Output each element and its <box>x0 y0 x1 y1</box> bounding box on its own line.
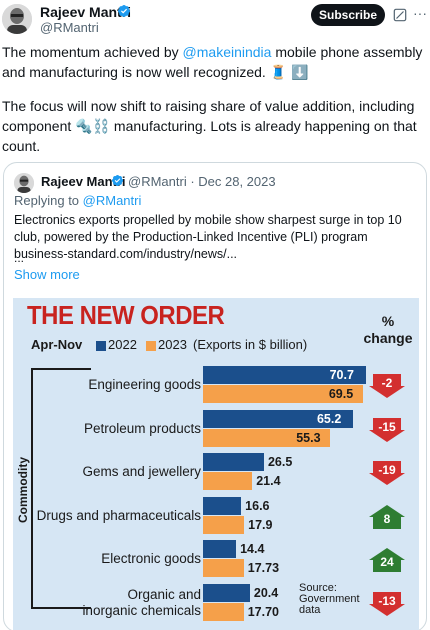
source-note: Source: Government data <box>299 583 360 616</box>
source-line: data <box>299 604 321 616</box>
author-avatar[interactable] <box>2 4 32 34</box>
change-value: 24 <box>380 555 394 569</box>
bar-2023 <box>203 515 245 534</box>
arrow-up-icon <box>369 548 405 572</box>
more-icon[interactable]: ··· <box>413 5 427 21</box>
category-label: Engineering goods <box>88 377 201 392</box>
bar-value-label: 70.7 <box>329 368 354 382</box>
source-line: Government <box>299 593 360 605</box>
tweet-header: Rajeev Mantri @RMantri Subscribe ··· <box>0 0 430 36</box>
bar-value-label: 21.4 <box>256 474 281 488</box>
chart-period: Apr-Nov <box>31 337 83 352</box>
change-badge-down: -19 <box>369 461 405 485</box>
bolt-chain-emoji: 🔩⛓️ <box>75 118 111 134</box>
tweet-text-part: mobile phone assembly and manufacturing … <box>2 44 423 80</box>
category-label: Organic and inorganic chemicals <box>82 586 201 618</box>
category-label: Drugs and pharmaceuticals <box>36 507 201 523</box>
bar-2023 <box>203 559 244 577</box>
bar-value-label: 69.5 <box>328 387 354 401</box>
arrow-down-icon <box>369 461 405 485</box>
change-value: -19 <box>378 463 396 477</box>
change-badge-up: 8 <box>369 504 405 529</box>
tweet-text-part: manufacturing. Lots is already happening… <box>2 118 417 154</box>
quote-ellipsis: ... <box>14 251 25 265</box>
category-bracket-top <box>31 368 91 370</box>
arrow-down-icon <box>369 417 405 442</box>
tweet-text-part: The momentum achieved by <box>2 44 183 60</box>
change-value: -13 <box>378 593 396 608</box>
verified-badge-icon <box>118 5 130 17</box>
bar-value-label: 16.6 <box>245 498 270 513</box>
change-value: 8 <box>383 511 391 526</box>
replying-prefix: Replying to <box>14 193 83 208</box>
verified-badge-icon <box>111 174 124 187</box>
replying-to: Replying to @RMantri <box>14 193 141 208</box>
category-bracket-line <box>31 368 33 608</box>
percent-change-header: % change <box>363 313 413 346</box>
change-badge-down: -15 <box>369 417 405 442</box>
arrow-up-icon <box>369 504 405 529</box>
quote-handle-date: @RMantri · Dec 28, 2023 <box>128 174 276 189</box>
bar-2022 <box>203 366 366 384</box>
bar-value-label: 17.73 <box>247 561 280 575</box>
bar-2023 <box>203 385 363 403</box>
grok-icon[interactable] <box>393 8 407 22</box>
author-name[interactable]: Rajeev Mantri <box>40 4 132 20</box>
quoted-tweet-card[interactable]: Rajeev Mantri @RMantri · Dec 28, 2023 Re… <box>3 162 427 630</box>
change-badge-down: -13 <box>369 591 405 616</box>
change-badge-down: -2 <box>369 374 405 398</box>
source-line: Source: <box>299 582 337 594</box>
arrow-down-icon <box>369 591 405 616</box>
bar-2022 <box>203 453 264 471</box>
bar-value-label: 17.70 <box>247 604 279 619</box>
quote-author-avatar <box>14 173 34 193</box>
legend-swatch-2022 <box>96 341 106 351</box>
bar-2023 <box>203 472 253 490</box>
legend-label-2022: 2022 <box>108 337 137 352</box>
author-handle[interactable]: @RMantri <box>40 20 99 35</box>
category-bracket-bottom <box>31 607 91 609</box>
category-label: Petroleum products <box>83 420 201 436</box>
subscribe-button[interactable]: Subscribe <box>311 4 385 26</box>
export-infographic[interactable]: THE NEW ORDER Apr-Nov 2022 2023 (Exports… <box>13 298 419 630</box>
bar-2023 <box>203 602 244 621</box>
arrow-down-icon <box>369 374 405 398</box>
bar-value-label: 17.9 <box>248 517 273 532</box>
quote-author-name: Rajeev Mantri <box>41 174 126 189</box>
replying-handle-link[interactable]: @RMantri <box>82 193 142 208</box>
change-value: -2 <box>381 376 393 390</box>
bar-value-label: 55.3 <box>296 430 321 445</box>
chart-title: THE NEW ORDER <box>27 300 225 330</box>
change-badge-up: 24 <box>369 548 405 572</box>
quote-text: Electronics exports propelled by mobile … <box>14 213 402 261</box>
category-label: Gems and jewellery <box>82 464 201 479</box>
bar-value-label: 65.2 <box>316 411 342 426</box>
tweet-text: The momentum achieved by @makeinindia mo… <box>2 42 428 156</box>
legend-label-2023: 2023 <box>158 337 187 352</box>
bar-2022 <box>203 409 353 428</box>
bar-value-label: 26.5 <box>267 455 293 469</box>
mention-link[interactable]: @makeinindia <box>182 44 272 60</box>
bar-2022 <box>203 583 250 602</box>
show-more-link[interactable]: Show more <box>14 267 80 282</box>
tweet-text-part: The focus will now shift to raising shar… <box>2 98 415 134</box>
bar-2022 <box>203 496 242 515</box>
bar-2023 <box>203 428 331 447</box>
change-value: -15 <box>378 419 396 434</box>
legend-unit: (Exports in $ billion) <box>193 337 308 352</box>
bar-value-label: 20.4 <box>253 585 279 600</box>
category-label: Electronic goods <box>101 551 201 566</box>
bar-value-label: 14.4 <box>240 542 265 556</box>
legend-swatch-2023 <box>146 341 156 351</box>
bar-2022 <box>203 540 237 558</box>
